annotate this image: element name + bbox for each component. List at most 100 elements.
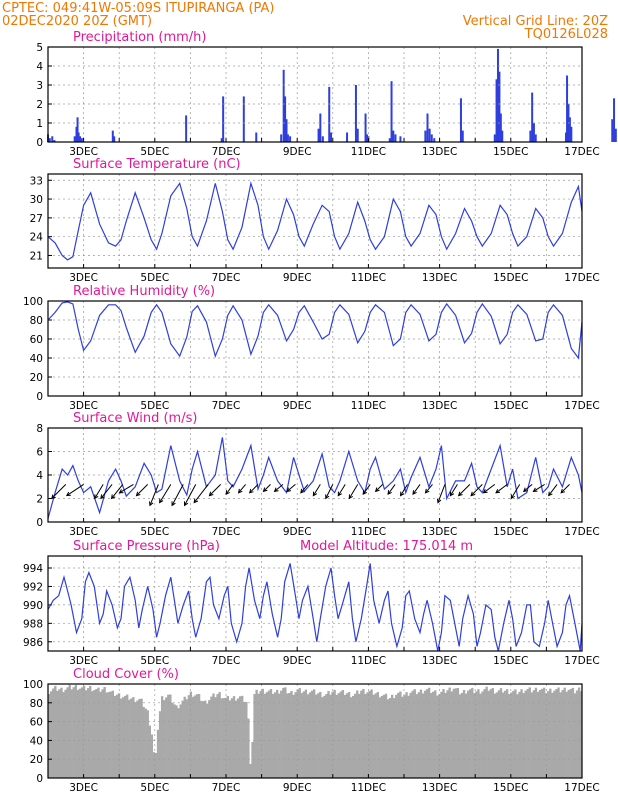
wind-title: Surface Wind (m/s): [73, 411, 197, 426]
y-tick-label: 6: [36, 447, 43, 459]
cloud-cover-bar: [341, 690, 345, 778]
x-tick-label: 13DEC: [422, 526, 457, 538]
cloud-cover-bar: [349, 697, 353, 778]
cloud-cover-bar: [425, 689, 429, 778]
cloud-cover-bar: [278, 693, 281, 778]
cloud-cover-bar: [97, 687, 100, 778]
wind-arrow-head: [348, 494, 354, 500]
cloud-cover-bar: [384, 693, 388, 778]
wind-arrow-shaft: [483, 483, 496, 494]
cloud-cover-bar: [103, 686, 106, 778]
cloud-cover-bar: [473, 693, 476, 778]
cloud-cover-bar: [315, 694, 318, 778]
cloud-cover-bar: [323, 695, 326, 778]
cloud-cover-bar: [185, 699, 188, 778]
cloud-cover-bar: [72, 687, 75, 778]
x-tick-label: 17DEC: [564, 146, 599, 158]
y-tick-label: 100: [23, 296, 43, 308]
cloud-cover-bar: [146, 710, 149, 778]
cloud-cover-bar: [501, 692, 505, 778]
precip-bar: [282, 69, 285, 142]
x-tick-label: 11DEC: [351, 146, 386, 158]
wind-arrow-shaft: [560, 484, 570, 494]
cloud-cover-bar: [491, 688, 494, 778]
wind-arrow-shaft: [159, 484, 172, 503]
precip-bar: [317, 128, 320, 142]
wind-arrow-shaft: [400, 484, 408, 496]
cloud-cover-bar: [347, 692, 351, 778]
cloud-cover-bar: [462, 689, 466, 778]
x-tick-label: 15DEC: [493, 272, 528, 284]
cloud-cover-bar: [99, 691, 102, 778]
precip-bar: [330, 132, 333, 142]
x-tick-label: 7DEC: [212, 146, 241, 158]
cloud-cover-bar: [312, 689, 316, 778]
cloud-cover-bar: [302, 691, 306, 778]
cloud-cover-bar: [183, 696, 186, 778]
precip-bar: [185, 115, 188, 142]
cloud-cover-bar: [95, 689, 98, 778]
cloud-cover-bar: [360, 690, 363, 778]
precip-panel: 0 1 2 3 4 5 3DEC 5DEC 7DEC 9DEC 11DEC 13DEC 15DEC 17D…: [36, 30, 617, 158]
wind-arrow-shaft: [136, 484, 149, 496]
cloud-cover-bar: [495, 692, 499, 778]
cloud-cover-bar: [290, 691, 293, 778]
x-tick-label: 13DEC: [422, 655, 457, 667]
cloud-cover-bar: [345, 693, 349, 778]
cloud-cover-bar: [366, 692, 369, 778]
precip-bar: [426, 113, 429, 142]
precip-bar: [532, 123, 535, 142]
cloud-cover-bar: [557, 687, 560, 778]
wind-arrow-head: [337, 491, 342, 497]
temperature-panel: 21 24 27 30 33 3DEC 5DEC 7DEC 9DEC 11DEC 13DEC 15DE…: [30, 157, 600, 284]
cloud-cover-bar: [380, 695, 384, 778]
cloud-cover-bar: [195, 694, 199, 778]
precip-bar: [424, 130, 427, 142]
cloud-cover-bar: [121, 697, 125, 778]
cloud-cover-bar: [263, 693, 266, 778]
cloud-cover-bar: [62, 692, 65, 778]
wind-arrow-shaft: [274, 484, 284, 492]
cloud-cover-bar: [212, 693, 215, 778]
cloud-cover-bar: [395, 694, 398, 778]
cloud-cover-bar: [126, 694, 129, 778]
x-tick-label: 3DEC: [69, 400, 98, 412]
y-tick-label: 0: [36, 137, 43, 149]
cloud-cover-bar: [54, 685, 57, 778]
cloud-cover-bar: [181, 700, 184, 778]
cloud-cover-bar: [430, 693, 433, 778]
cloud-cover-bar: [343, 694, 347, 778]
y-tick-label: 986: [23, 637, 43, 649]
cloud-cover-bar: [506, 689, 509, 778]
wind-panel: 0 2 4 6 8 3DEC 5DEC 7DEC 9DEC 11DEC 13DEC 15DEC 17DE…: [36, 411, 599, 538]
pressure-annotation: Model Altitude: 175.014 m: [300, 539, 473, 554]
cloud-cover-bar: [579, 691, 583, 778]
cloud-cover-bar: [382, 694, 386, 778]
cloud-cover-bar: [452, 688, 455, 778]
cloud-cover-bar: [356, 690, 359, 778]
cloud-cover-bar: [148, 725, 151, 778]
cloud-cover-bar: [136, 700, 139, 778]
cloud-cover-bar: [378, 697, 382, 778]
x-tick-label: 13DEC: [422, 146, 457, 158]
wind-arrow-shaft: [184, 484, 197, 506]
cloud-cover-bar: [409, 692, 412, 778]
wind-arrow-head: [424, 488, 430, 494]
wind-arrow-head: [262, 487, 268, 493]
cloud-cover-bar: [421, 693, 425, 778]
precip-bar: [79, 136, 82, 142]
wind-arrow-shaft: [209, 484, 222, 496]
wind-arrow-shaft: [449, 484, 458, 496]
cloud-cover-bar: [109, 691, 112, 778]
cloud-cover-bar: [407, 695, 410, 778]
x-tick-label: 3DEC: [69, 272, 98, 284]
wind-arrow-head: [449, 491, 455, 497]
cloud-cover-bar: [477, 689, 480, 778]
wind-arrow-shaft: [171, 484, 184, 506]
wind-arrow-shaft: [312, 484, 321, 496]
cloud-cover-bar: [93, 690, 96, 778]
y-tick-label: 994: [23, 563, 43, 575]
precip-bar: [388, 138, 391, 142]
cloud-cover-bar: [417, 692, 421, 778]
wind-arrow-shaft: [548, 484, 558, 496]
